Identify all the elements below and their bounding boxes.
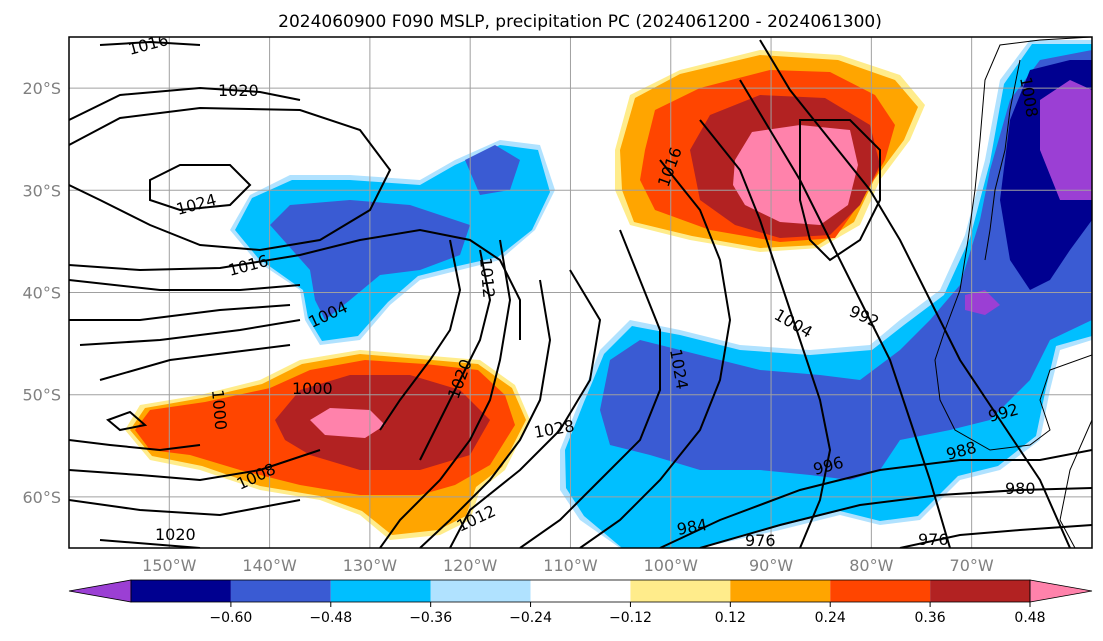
x-tick-label: 90°W xyxy=(749,556,793,575)
contour-label: 1016 xyxy=(126,30,170,59)
colorbar-segment xyxy=(630,580,731,602)
contour-label: 1012 xyxy=(476,257,498,299)
colorbar-tick-label: −0.60 xyxy=(209,610,252,626)
map-frame xyxy=(68,36,1093,549)
map-area: 1016 1020 1024 1016 1004 1012 1000 1000 … xyxy=(69,30,1092,550)
colorbar-extend-low xyxy=(68,579,132,603)
colorbar-segment xyxy=(730,580,831,602)
colorbar: −0.60 −0.48 −0.36 −0.24 −0.12 0.12 0.24 0.36 0.4… xyxy=(68,579,1093,626)
colorbar-tick-label: −0.36 xyxy=(409,610,452,626)
y-tick-label: 20°S xyxy=(22,79,61,98)
colorbar-tick-label: −0.48 xyxy=(309,610,352,626)
x-tick-label: 130°W xyxy=(343,556,398,575)
contour-label: 980 xyxy=(1005,479,1036,498)
x-tick-label: 140°W xyxy=(242,556,297,575)
x-tick-label: 150°W xyxy=(142,556,197,575)
y-tick-label: 40°S xyxy=(22,284,61,303)
contour-label: 992 xyxy=(846,301,882,331)
chart-title: 2024060900 F090 MSLP, precipitation PC (… xyxy=(278,12,882,32)
gridlines xyxy=(69,37,1092,548)
colorbar-segment xyxy=(230,580,331,602)
mslp-isobars xyxy=(69,39,1092,548)
colorbar-tick-label: −0.12 xyxy=(609,610,652,626)
coastline xyxy=(934,37,1092,548)
contour-label: 976 xyxy=(918,530,949,549)
x-tick-label: 110°W xyxy=(543,556,598,575)
contour-label: 976 xyxy=(745,531,776,550)
colorbar-segment xyxy=(530,580,631,602)
precip-positive-ne xyxy=(615,50,925,252)
contour-label: 1016 xyxy=(226,251,270,280)
y-tick-label: 30°S xyxy=(22,181,61,200)
precip-negative-west xyxy=(230,140,555,345)
colorbar-frame xyxy=(130,579,1031,603)
colorbar-extend-high xyxy=(1029,579,1093,603)
colorbar-segment xyxy=(930,580,1030,602)
x-tick-label: 70°W xyxy=(950,556,994,575)
contour-label: 1020 xyxy=(155,525,196,544)
x-tick-label: 120°W xyxy=(443,556,498,575)
y-axis-ticks: 20°S 30°S 40°S 50°S 60°S xyxy=(22,79,61,507)
colorbar-tick-label: −0.24 xyxy=(509,610,552,626)
contour-label: 1000 xyxy=(292,379,333,398)
colorbar-segment xyxy=(330,580,431,602)
colorbar-tick-label: 0.36 xyxy=(915,610,946,626)
contour-label: 1024 xyxy=(174,190,218,219)
y-tick-label: 60°S xyxy=(22,488,61,507)
y-tick-label: 50°S xyxy=(22,386,61,405)
contour-label: 1004 xyxy=(771,305,816,342)
colorbar-tick-label: 0.24 xyxy=(815,610,846,626)
colorbar-tick-label: 0.48 xyxy=(1014,610,1045,626)
x-tick-label: 80°W xyxy=(849,556,893,575)
x-tick-label: 100°W xyxy=(644,556,699,575)
colorbar-tick-label: 0.12 xyxy=(715,610,746,626)
x-axis-ticks: 150°W 140°W 130°W 120°W 110°W 100°W 90°W 80°W 70… xyxy=(142,556,994,575)
contour-label: 1000 xyxy=(208,389,230,431)
colorbar-segment xyxy=(830,580,931,602)
colorbar-segment xyxy=(131,580,231,602)
contour-label: 1020 xyxy=(218,81,259,100)
colorbar-segment xyxy=(430,580,531,602)
